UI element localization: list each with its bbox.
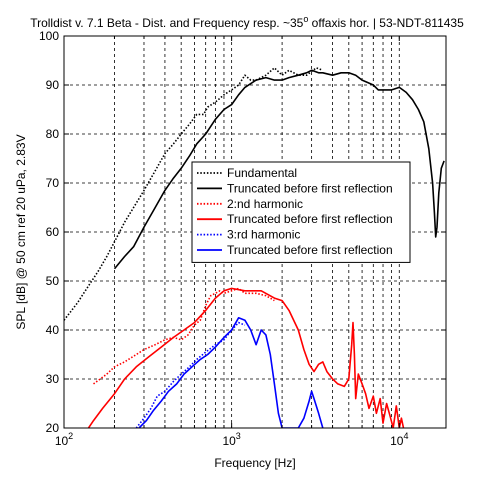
series-line-6 [138,317,324,428]
x-tick-base: 10 [390,434,404,448]
chart-title: Trolldist v. 7.1 Beta - Dist. and Freque… [30,14,464,30]
x-tick-labels: 102 103 104 [55,431,409,448]
legend-label-6: Truncated before first reflection [227,243,393,257]
x-tick-base: 10 [222,434,236,448]
legend-label-2: Truncated before first reflection [227,181,393,195]
legend-label-1: Fundamental [227,166,297,180]
x-axis-label: Frequency [Hz] [214,456,295,470]
y-tick-label: 50 [46,274,60,288]
chart-title-main: Trolldist v. 7.1 Beta - Dist. and Freque… [30,16,303,30]
x-tick-base: 10 [55,434,69,448]
legend-label-4: Truncated before first reflection [227,212,393,226]
y-tick-label: 40 [46,323,60,337]
x-tick-exponent: 4 [403,431,408,441]
x-tick-exponent: 3 [236,431,241,441]
grid-lines [64,36,446,428]
axis-ticks [63,35,446,429]
x-tick-label: 102 [55,431,73,448]
x-tick-label: 103 [222,431,240,448]
series-line-2 [113,69,445,270]
y-tick-label: 100 [39,29,59,43]
chart-title-degree-sup: o [303,14,308,24]
y-tick-label: 80 [46,127,60,141]
plot-series [64,67,445,428]
y-tick-labels: 20 30 40 50 60 70 80 90 100 [39,29,59,435]
legend-label-5: 3:rd harmonic [227,228,300,242]
legend-label-3: 2:nd harmonic [227,197,303,211]
legend-box [191,161,411,263]
series-line-4 [87,287,405,428]
y-tick-label: 60 [46,225,60,239]
chart-title-rest: offaxis hor. | 53-NDT-811435 [308,16,464,30]
y-tick-label: 20 [46,421,60,435]
y-tick-label: 90 [46,78,60,92]
y-axis-label: SPL [dB] @ 50 cm ref 20 uPa, 2.83V [14,134,28,329]
x-tick-exponent: 2 [68,431,73,441]
series-line-1 [64,67,324,321]
y-tick-label: 70 [46,176,60,190]
series-line-3 [93,287,275,385]
y-tick-label: 30 [46,372,60,386]
x-tick-label: 104 [390,431,408,448]
